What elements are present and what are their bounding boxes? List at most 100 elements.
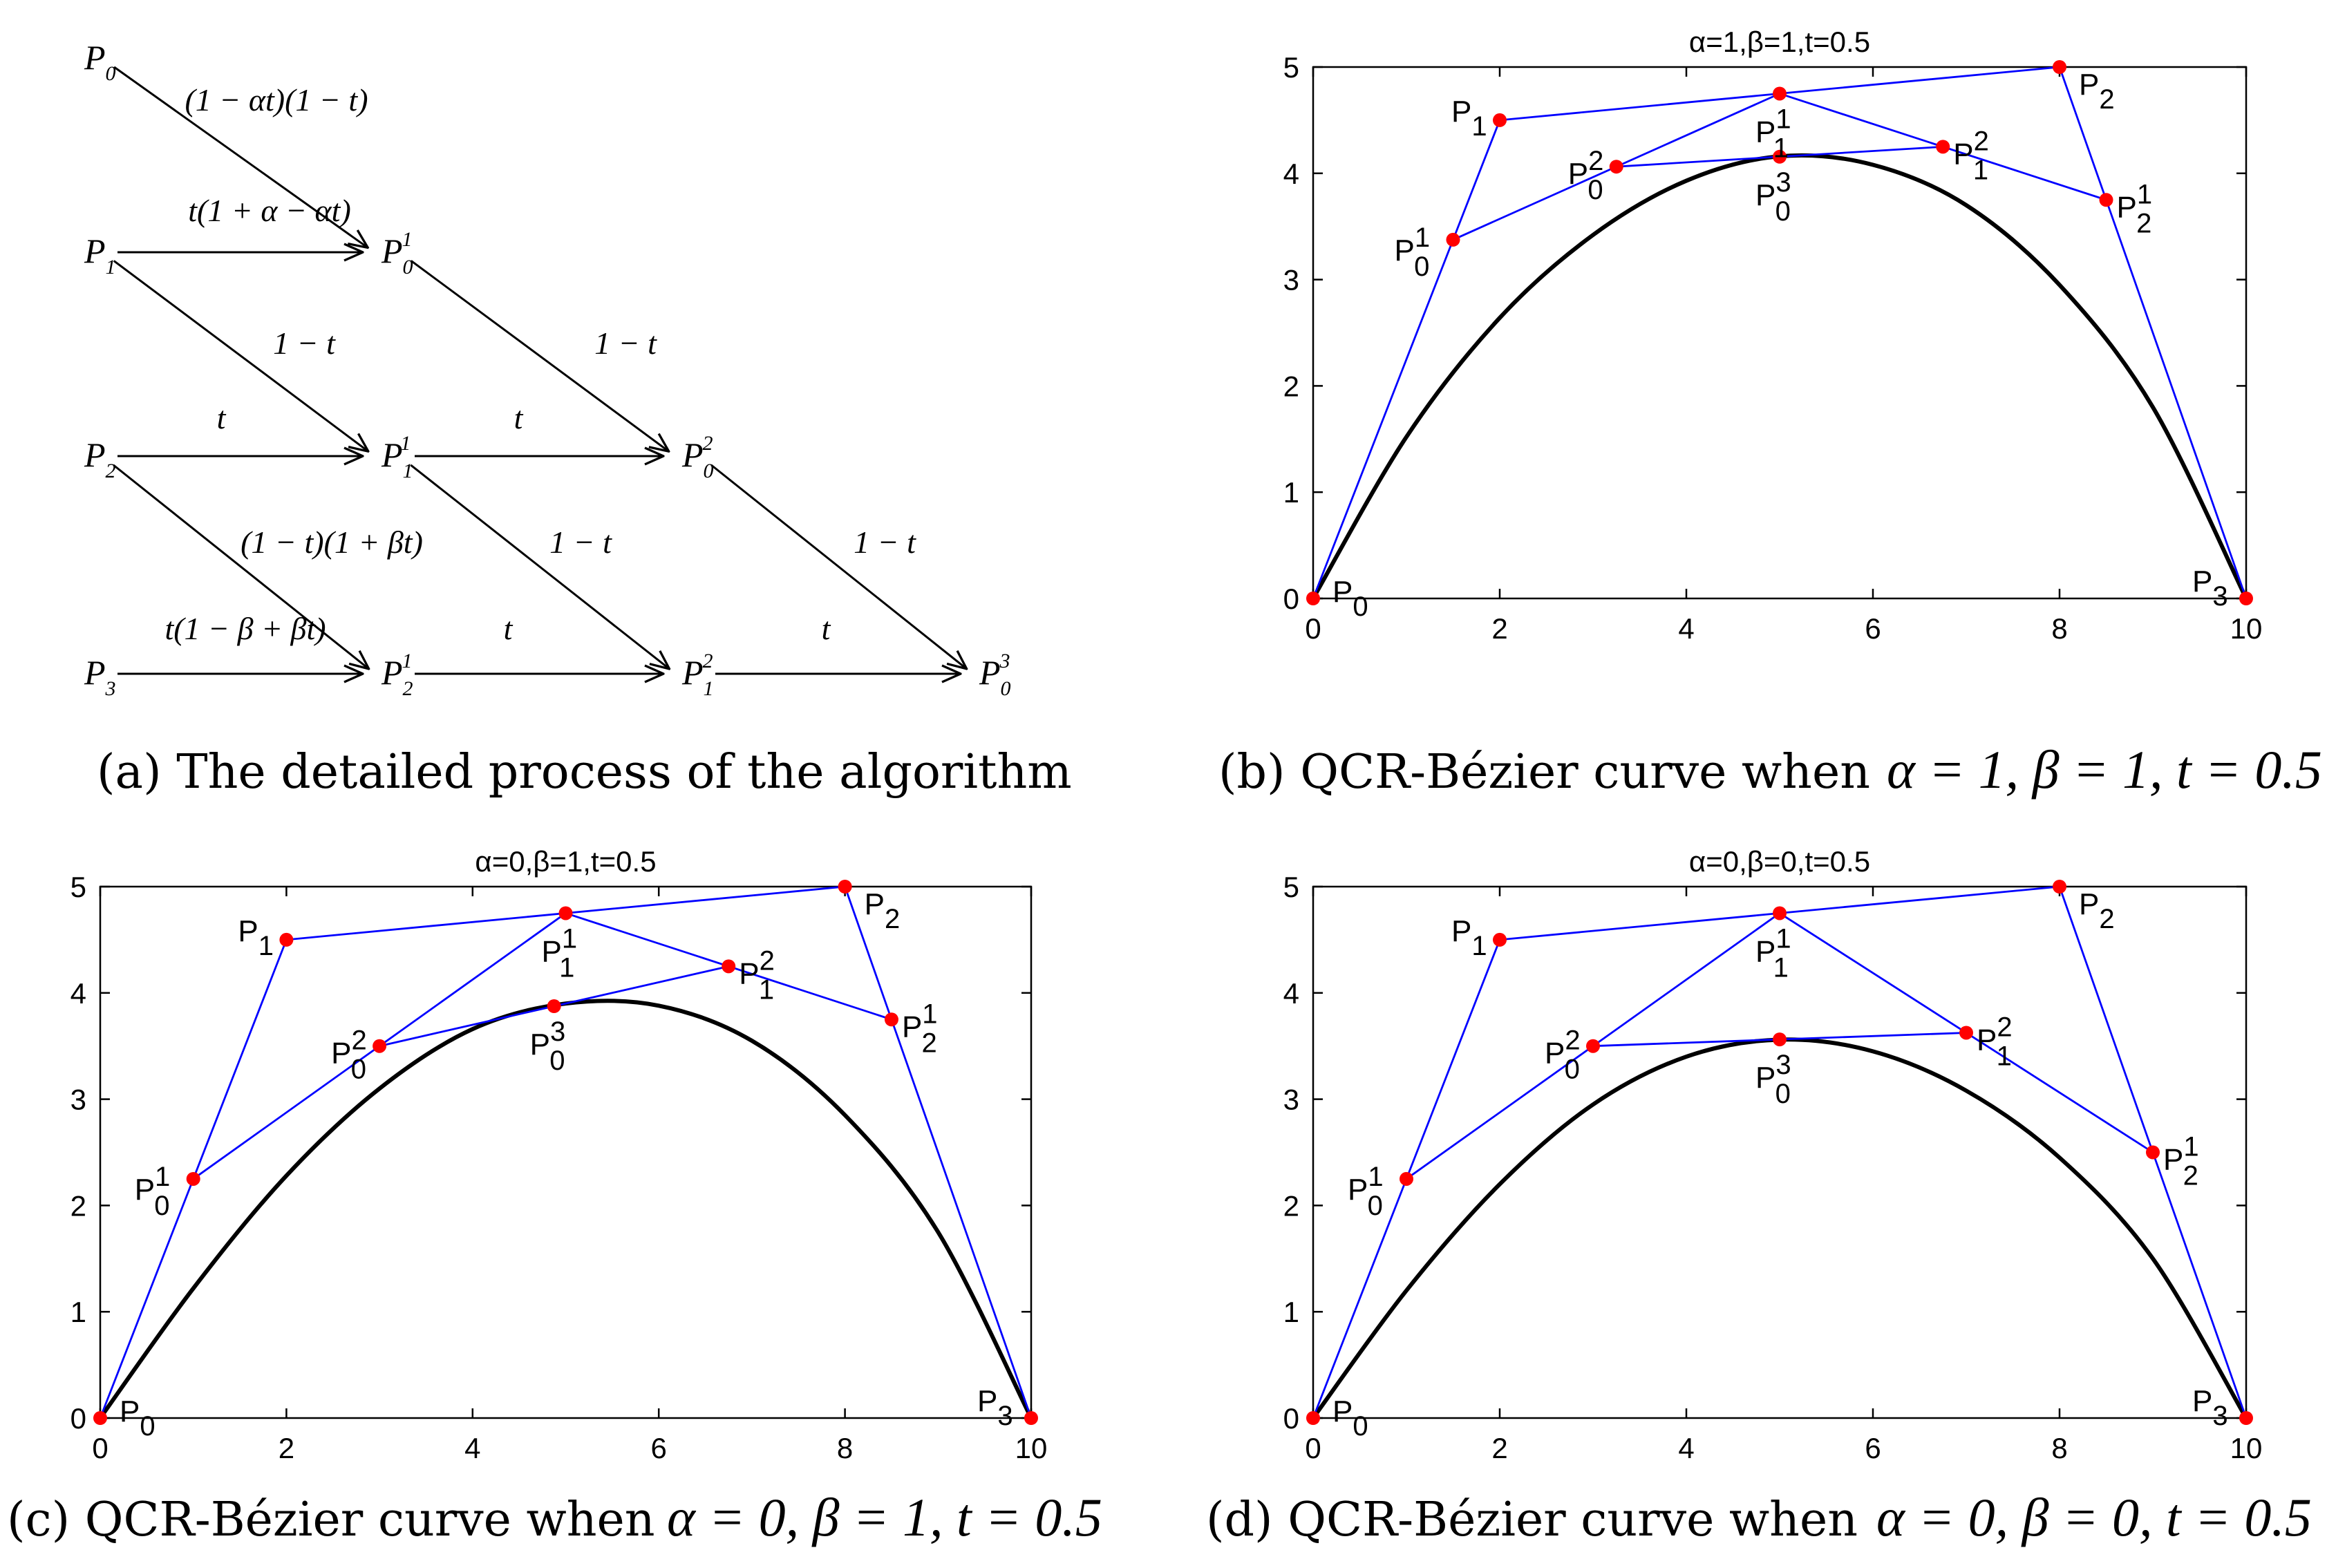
plot-d-ytick-label: 5 (1283, 871, 1299, 903)
plot-d-title: α=0,β=0,t=0.5 (1689, 845, 1870, 878)
caption-b-math: α = 1, β = 1, t = 0.5 (1887, 739, 2322, 800)
plot-c-axes-box (99, 885, 1033, 1419)
plot-d-label-P0: P0 (1332, 1395, 1368, 1442)
plot-b-point-P2 (2053, 60, 2066, 74)
plot-b-point-P0 (1306, 592, 1320, 605)
arrow-p2_p21 (113, 464, 368, 669)
node-P12-sup: 2 (703, 650, 713, 672)
edge-label-p3_p21: t(1 − β + βt) (164, 611, 326, 646)
plot-c-xtick-label: 8 (837, 1432, 853, 1464)
plot-c-point-P2 (838, 880, 852, 894)
node-P1-sub: 1 (106, 256, 116, 278)
plot-c-point-P0 (93, 1411, 107, 1425)
plot-d-xtick-label: 4 (1678, 1432, 1694, 1464)
plot-c-xtick-label: 6 (651, 1432, 667, 1464)
plot-c-bezier-curve (98, 999, 1033, 1419)
arrow-p01_p02 (410, 260, 669, 451)
edge-label-p2_p11: t (217, 400, 227, 435)
caption-a: (a) The detailed process of the algorith… (97, 745, 1072, 800)
plot-d-point-P02 (1586, 1039, 1600, 1053)
plot-d-label-P1: P1 (1451, 914, 1487, 961)
plot-c-xtick-label: 4 (464, 1432, 480, 1464)
plot-c-ytick-label: 0 (70, 1402, 86, 1435)
plot-b-ytick-label: 2 (1283, 370, 1299, 402)
plot-c-ytick-label: 1 (70, 1296, 86, 1328)
plot-b-ytick-label: 4 (1283, 158, 1299, 190)
plot-b-point-P01 (1446, 232, 1460, 247)
plot-d-label-P2: P2 (2079, 887, 2115, 934)
plot-c-point-P02 (373, 1039, 387, 1053)
plot-d-label-P01: P1 0 (1348, 1162, 1384, 1221)
plot-b-axes-box (1312, 66, 2248, 600)
plot-b-point-P21 (2099, 193, 2113, 207)
algorithm-diagram: P0 P1 P2 P3 P01 P11 P21 P02 P12 P03 (1 − αt)(1 − … (84, 38, 1011, 700)
plot-d-ytick-label: 2 (1283, 1189, 1299, 1222)
plot-c-point-P1 (279, 932, 294, 947)
plot-d-ytick-label: 1 (1283, 1296, 1299, 1328)
plot-d-label-P3: P3 (2192, 1384, 2228, 1431)
node-P02-sup: 2 (703, 432, 713, 455)
edge-label-p21_p12: t (504, 611, 514, 646)
plot-b-label-P2: P2 (2079, 68, 2115, 115)
caption-b-text: (b) QCR-Bézier curve when (1218, 745, 1870, 800)
plot-c-xtick-label: 10 (1015, 1432, 1048, 1464)
edge-label-p1_p11: 1 − t (273, 325, 336, 361)
edge-label-p2_p21: (1 − t)(1 + βt) (241, 525, 423, 560)
caption-c-math: α = 0, β = 1, t = 0.5 (667, 1487, 1102, 1547)
caption-d-math: α = 0, β = 0, t = 0.5 (1876, 1487, 2312, 1547)
plot-b-xtick-label: 8 (2051, 612, 2067, 645)
edge-label-p11_p12: 1 − t (549, 525, 612, 560)
plot-d-point-P3 (2239, 1411, 2253, 1425)
plot-c-label-P11: P1 1 (542, 923, 576, 983)
plot-b-point-P02 (1609, 160, 1623, 174)
edge-label-p1_p01: t(1 + α − αt) (188, 193, 351, 228)
plot-d-axes-box (1312, 885, 2248, 1419)
plot-d-point-P03 (1773, 1032, 1787, 1047)
plot-d-xtick-label: 8 (2051, 1432, 2067, 1464)
plot-d-ytick-label: 0 (1283, 1402, 1299, 1435)
plot-b-label-P12: P2 1 (1953, 126, 1989, 185)
plot-b-label-P11: P1 1 (1755, 104, 1790, 163)
plot-c-point-P21 (884, 1012, 898, 1027)
caption-c-text: (c) QCR-Bézier curve when (7, 1493, 655, 1547)
caption-d-text: (d) QCR-Bézier curve when (1206, 1493, 1858, 1547)
plot-b-ytick-label: 5 (1283, 51, 1299, 84)
plot-panel-c: α=0,β=1,t=0.5 0 2 4 6 8 10 0 1 2 3 4 5 P0 P1 P2 P3 P1 0 P1 1… (70, 845, 1048, 1464)
node-P11-sup: 1 (400, 432, 411, 455)
node-P3: P3 (84, 653, 116, 700)
plot-d-point-P2 (2053, 880, 2066, 894)
plot-c-label-P21: P1 2 (902, 999, 938, 1058)
plot-panel-b: α=1,β=1,t=0.5 0 2 4 6 8 10 0 1 2 3 4 5 P0 P1 P2 P3 P1 0 P1 1… (1283, 26, 2263, 645)
plot-b-xtick-label: 0 (1305, 612, 1321, 645)
plot-c-label-P12: P2 1 (739, 945, 775, 1005)
plot-d-xtick-label: 2 (1491, 1432, 1507, 1464)
plot-c-label-P03: P3 0 (530, 1017, 566, 1076)
plot-c-label-P2: P2 (865, 887, 901, 934)
arrow-p02_p03 (710, 464, 966, 669)
plot-b-point-P03 (1773, 149, 1787, 164)
node-P02-sub: 0 (704, 460, 714, 482)
plot-c-point-P01 (186, 1171, 200, 1186)
node-P21: P21 (381, 650, 413, 700)
node-P3-sub: 3 (105, 677, 116, 700)
plot-b-ytick-label: 1 (1283, 476, 1299, 509)
plot-b-ytick-label: 3 (1283, 264, 1299, 296)
plot-d-ytick-label: 3 (1283, 1084, 1299, 1116)
plot-c-point-P03 (547, 999, 561, 1014)
node-P12-sub: 1 (704, 677, 714, 700)
node-P0-sub: 0 (106, 62, 116, 85)
plot-d-point-P12 (1959, 1026, 1973, 1040)
plot-d-point-P0 (1306, 1411, 1320, 1425)
edge-label-p11_p02: t (514, 400, 524, 435)
plot-d-point-P01 (1400, 1171, 1413, 1186)
node-P03-sub: 0 (1001, 677, 1011, 700)
plot-b-label-P0: P0 (1332, 575, 1368, 622)
plot-c-point-P12 (722, 959, 736, 974)
node-P0: P0 (84, 38, 116, 85)
edge-label-p01_p02: 1 − t (594, 325, 657, 361)
plot-c-ytick-label: 2 (70, 1189, 86, 1222)
plot-b-label-P1: P1 (1451, 95, 1487, 142)
diagram-arrows (113, 66, 966, 674)
plot-c-xtick-label: 2 (279, 1432, 294, 1464)
plot-d-label-P11: P1 1 (1755, 923, 1790, 983)
